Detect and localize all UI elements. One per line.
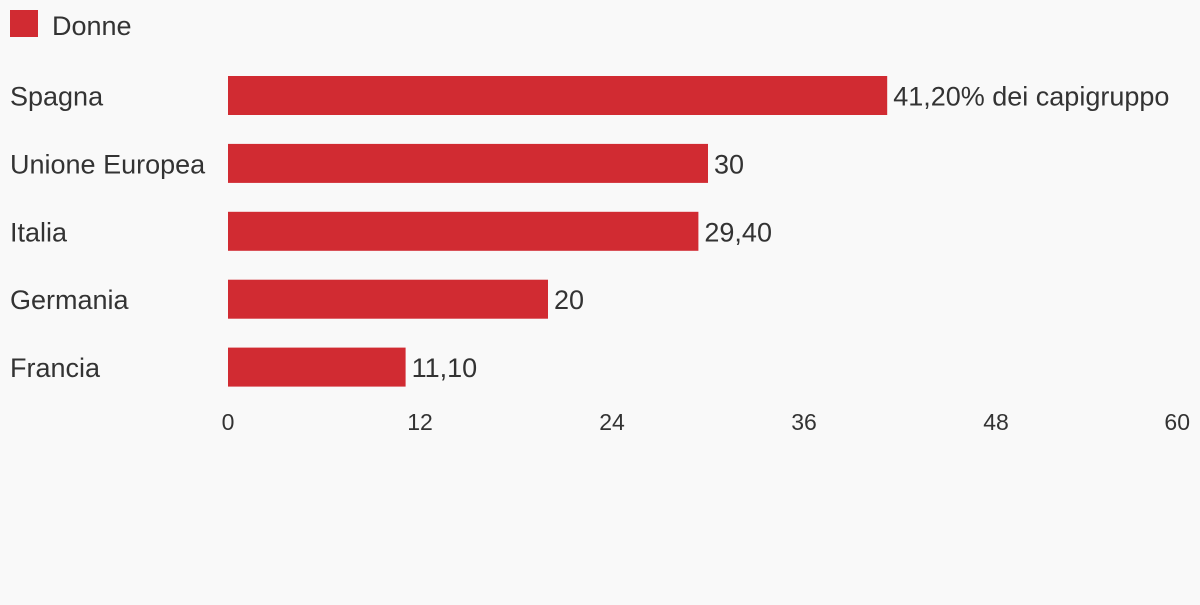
x-tick-label: 48 (983, 409, 1009, 435)
bar (228, 76, 888, 115)
x-tick-label: 24 (599, 409, 625, 435)
data-label: 20 (554, 285, 584, 315)
bar (228, 347, 406, 387)
bar (228, 211, 699, 251)
category-label: Unione Europea (10, 149, 206, 179)
x-tick-label: 12 (407, 409, 433, 435)
x-axis: 0 12 24 36 48 60 (222, 409, 1190, 435)
category-label: Germania (10, 285, 130, 315)
category-labels: Spagna Unione Europea Italia Germania Franci… (10, 82, 206, 384)
legend: Donne (10, 10, 132, 41)
value-labels: 41,20% dei capigruppo 30 29,40 20 11,10 (412, 82, 1170, 384)
category-label: Spagna (10, 82, 104, 112)
bar (228, 279, 548, 319)
category-label: Francia (10, 353, 101, 383)
bars (228, 76, 888, 387)
data-label: 29,40 (704, 217, 772, 247)
x-tick-label: 0 (222, 409, 235, 435)
x-tick-label: 36 (791, 409, 817, 435)
data-label: 11,10 (412, 353, 478, 383)
data-label: 30 (714, 149, 744, 179)
data-label: 41,20% dei capigruppo (893, 82, 1169, 112)
category-label: Italia (10, 217, 68, 247)
x-tick-label: 60 (1164, 409, 1190, 435)
legend-swatch (10, 10, 38, 37)
bar (228, 143, 708, 183)
legend-label: Donne (52, 11, 132, 41)
